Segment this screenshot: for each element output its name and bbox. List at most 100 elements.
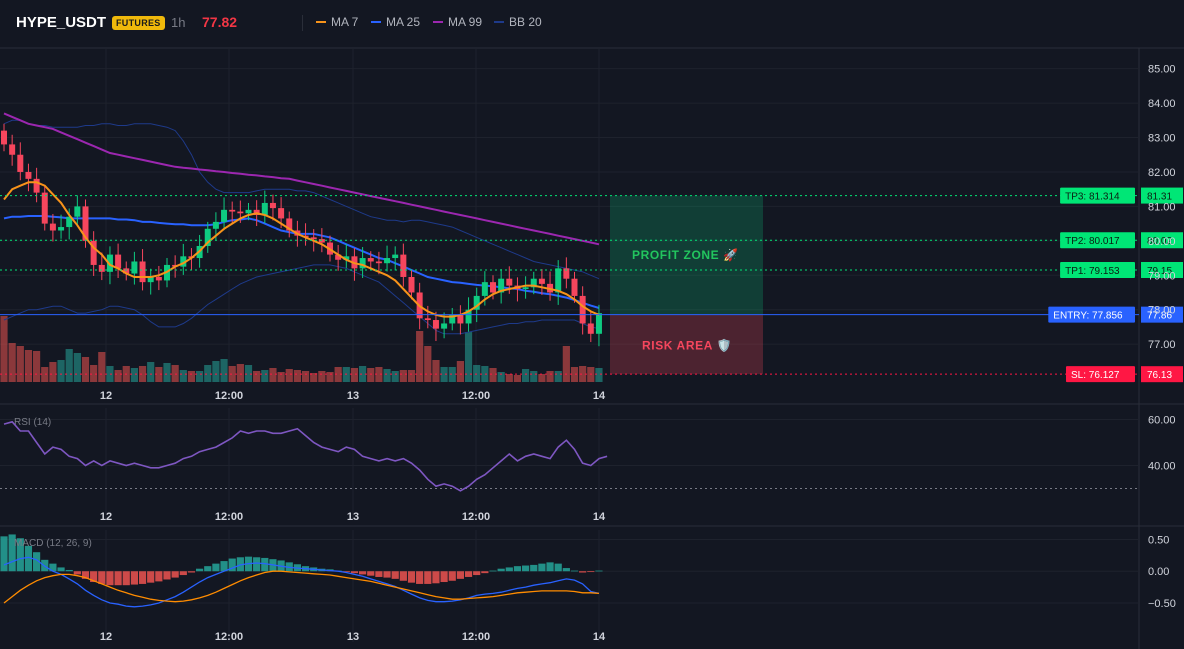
macd-histogram-bar — [407, 571, 416, 583]
time-tick-label: 13 — [347, 511, 359, 523]
volume-bar — [367, 368, 375, 382]
time-tick-label: 12 — [100, 631, 112, 643]
volume-bar — [570, 367, 579, 382]
time-tick-label: 12:00 — [462, 511, 490, 523]
candle-body — [392, 254, 399, 259]
volume-bar — [90, 365, 98, 382]
volume-bar — [114, 370, 122, 382]
tp1-axis-tag — [1141, 261, 1183, 278]
entry-tag — [1048, 306, 1135, 323]
candle-body — [424, 318, 431, 321]
candle-body — [441, 323, 448, 329]
macd-histogram-bar — [546, 562, 554, 572]
risk-zone — [610, 314, 763, 375]
volume-bar — [33, 351, 41, 382]
candle-body — [237, 211, 244, 214]
macd-histogram-bar — [432, 571, 440, 584]
macd-histogram-bar — [81, 571, 90, 579]
macd-histogram-bar — [481, 571, 489, 574]
candle-body — [563, 268, 570, 279]
candle-body — [481, 282, 488, 296]
volume-bar — [81, 357, 90, 382]
macd-histogram-bar — [538, 563, 546, 572]
candle-body — [147, 276, 154, 283]
macd-histogram-bar — [130, 571, 138, 585]
macd-histogram-bar — [383, 571, 391, 578]
volume-bar — [147, 362, 155, 382]
time-tick-label: 14 — [593, 511, 606, 523]
candle-body — [58, 227, 65, 231]
legend-label: BB 20 — [509, 15, 542, 29]
macd-histogram-bar — [456, 571, 464, 579]
legend-ma25[interactable]: MA 25 — [371, 15, 420, 29]
candle-body — [221, 209, 228, 222]
legend-bb20[interactable]: BB 20 — [494, 15, 542, 29]
volume-bar — [407, 370, 416, 382]
macd-histogram-bar — [595, 570, 603, 572]
candle-body — [498, 278, 505, 293]
volume-bar — [375, 367, 383, 382]
interval-selector[interactable]: 1h — [171, 15, 186, 30]
candle-body — [375, 261, 382, 264]
sl-axis-price: 76.13 — [1147, 370, 1172, 381]
macd-histogram-bar — [554, 563, 562, 572]
macd-histogram-bar — [106, 571, 114, 586]
volume-bar — [538, 374, 546, 382]
tp3-tag — [1060, 187, 1135, 204]
volume-bar — [359, 366, 367, 382]
entry-axis-price: 77.86 — [1147, 311, 1172, 322]
time-tick-label: 12:00 — [462, 390, 490, 402]
candle-body — [530, 278, 537, 288]
volume-bar — [326, 372, 334, 382]
candle-body — [506, 278, 513, 286]
bb-upper-line — [3, 119, 600, 280]
legend-ma7[interactable]: MA 7 — [316, 15, 358, 29]
volume-bar — [261, 370, 269, 382]
volume-bar — [228, 366, 236, 382]
time-tick-label: 12:00 — [215, 390, 243, 402]
macd-tick-label: 0.50 — [1148, 535, 1169, 547]
profit-zone-label: PROFIT ZONE 🚀 — [632, 248, 739, 262]
header-divider — [302, 15, 303, 31]
sl-tag-label: SL: 76.127 — [1071, 370, 1120, 381]
candle-body — [74, 206, 81, 217]
candle-body — [335, 254, 342, 260]
candle-body — [25, 171, 32, 179]
macd-histogram-bar — [33, 552, 41, 572]
volume-bar — [155, 367, 163, 382]
candle-body — [310, 237, 317, 240]
legend-ma99[interactable]: MA 99 — [433, 15, 482, 29]
volume-bar — [456, 361, 464, 382]
volume-bar — [562, 346, 570, 382]
volume-bar — [473, 365, 481, 382]
time-tick-label: 14 — [593, 390, 606, 402]
time-tick-label: 12:00 — [215, 631, 243, 643]
tp3-axis-tag — [1141, 187, 1183, 204]
macd-histogram-bar — [57, 567, 65, 572]
candle-body — [522, 287, 529, 290]
legend-swatch — [316, 20, 326, 23]
candle-body — [571, 278, 578, 296]
tp3-axis-price: 81.31 — [1147, 192, 1172, 203]
volume-bar — [253, 371, 261, 382]
chart-grid: 12 12:00 13 12:00 14 12 12:00 13 12:00 14 12 12:00 1… — [0, 47, 1184, 649]
tp1-tag-label: TP1: 79.153 — [1065, 266, 1120, 277]
candle-body — [123, 268, 130, 274]
macd-histogram-bar — [114, 571, 122, 586]
legend-swatch — [433, 20, 443, 23]
macd-histogram-bar — [196, 568, 204, 572]
candle-body — [98, 264, 105, 272]
price-tick-label: 78.00 — [1148, 305, 1176, 317]
macd-pane: MACD (12, 26, 9) — [0, 534, 603, 608]
macd-histogram-bar — [424, 571, 432, 584]
ma99-line — [3, 112, 600, 246]
time-tick-label: 13 — [347, 390, 359, 402]
legend-swatch — [494, 20, 504, 23]
macd-histogram-bar — [179, 571, 187, 576]
macd-histogram-bar — [73, 571, 81, 575]
symbol-name[interactable]: HYPE_USDT — [16, 14, 107, 31]
trade-overlay: PROFIT ZONE 🚀 RISK AREA 🛡️ TP3: 81.314 81.3… — [0, 187, 1183, 383]
volume-bar — [41, 367, 49, 382]
volume-bar — [383, 369, 391, 382]
